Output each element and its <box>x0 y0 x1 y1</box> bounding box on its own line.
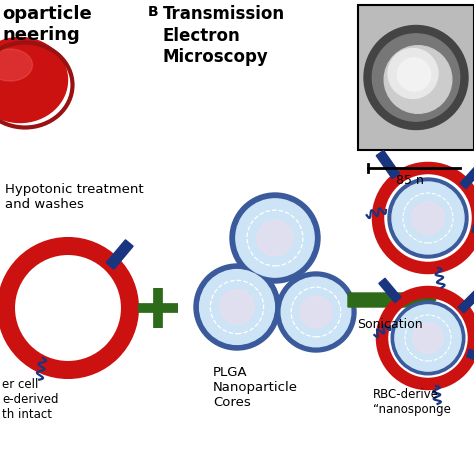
Bar <box>358 5 474 150</box>
Circle shape <box>220 290 254 324</box>
Text: 85 n: 85 n <box>396 174 424 187</box>
Circle shape <box>392 182 464 254</box>
Circle shape <box>257 220 293 256</box>
Circle shape <box>413 323 443 353</box>
FancyArrow shape <box>348 289 436 311</box>
Circle shape <box>236 199 314 277</box>
Text: er cell
e-derived
th intact: er cell e-derived th intact <box>2 378 58 421</box>
Ellipse shape <box>0 49 33 81</box>
Circle shape <box>372 34 460 121</box>
FancyArrow shape <box>379 278 401 302</box>
FancyArrow shape <box>376 150 400 179</box>
Text: Sonication: Sonication <box>357 318 423 331</box>
Text: B: B <box>148 5 159 19</box>
Circle shape <box>194 264 280 350</box>
Circle shape <box>281 277 351 347</box>
Circle shape <box>388 48 438 99</box>
FancyArrow shape <box>460 164 474 189</box>
Circle shape <box>384 46 452 113</box>
Circle shape <box>411 201 445 235</box>
Text: RBC-derive
“nanosponge: RBC-derive “nanosponge <box>373 388 451 416</box>
FancyArrow shape <box>466 349 474 365</box>
Text: PLGA
Nanoparticle
Cores: PLGA Nanoparticle Cores <box>213 366 298 409</box>
Text: Transmission
Electron
Microscopy: Transmission Electron Microscopy <box>163 5 285 66</box>
Text: oparticle
neering: oparticle neering <box>2 5 92 44</box>
Circle shape <box>300 296 332 328</box>
Circle shape <box>395 305 461 371</box>
Circle shape <box>364 26 468 129</box>
Ellipse shape <box>0 37 67 122</box>
Text: Hypotonic treatment
and washes: Hypotonic treatment and washes <box>5 183 144 211</box>
Circle shape <box>276 272 356 352</box>
Circle shape <box>388 178 468 258</box>
FancyArrow shape <box>472 224 474 238</box>
Circle shape <box>200 270 274 345</box>
Circle shape <box>397 58 431 91</box>
FancyArrow shape <box>458 291 474 313</box>
Circle shape <box>391 301 465 375</box>
FancyArrow shape <box>106 240 133 269</box>
Circle shape <box>230 193 320 283</box>
